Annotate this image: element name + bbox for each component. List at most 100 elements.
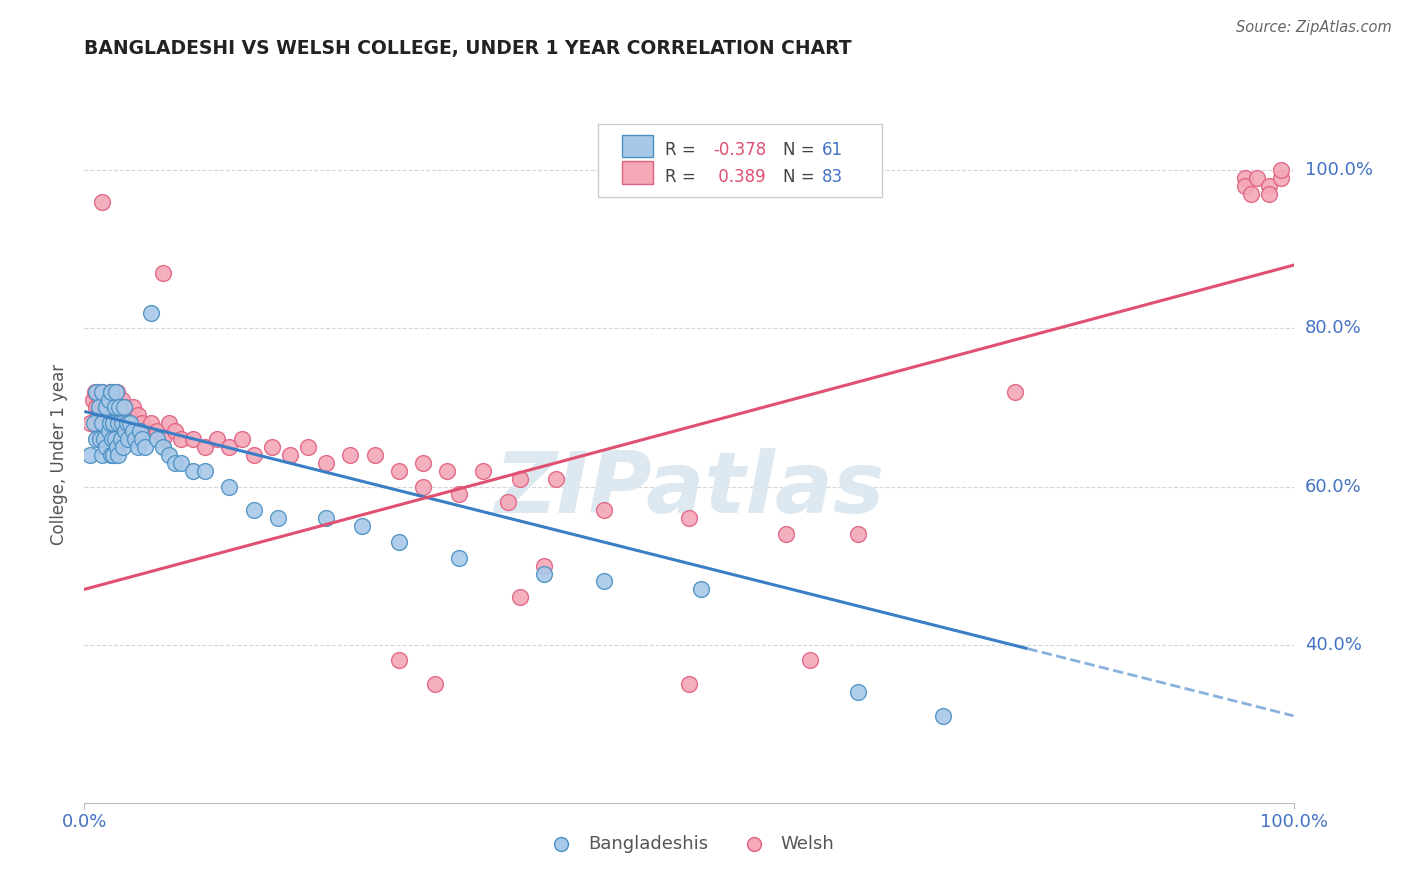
Point	[111, 417, 134, 431]
Point	[242, 503, 264, 517]
Point	[775, 527, 797, 541]
Point	[129, 424, 152, 438]
Point	[218, 440, 240, 454]
Point	[117, 409, 139, 423]
FancyBboxPatch shape	[599, 124, 883, 197]
Point	[799, 653, 821, 667]
Point	[94, 401, 117, 415]
Point	[103, 448, 125, 462]
Point	[114, 424, 136, 438]
Point	[1270, 163, 1292, 178]
Point	[100, 448, 122, 462]
Point	[111, 392, 134, 407]
Point	[533, 566, 555, 581]
Point	[93, 409, 115, 423]
Point	[146, 424, 169, 438]
Point	[96, 392, 118, 407]
Point	[100, 384, 122, 399]
Text: Source: ZipAtlas.com: Source: ZipAtlas.com	[1236, 20, 1392, 35]
Bar	[623, 161, 652, 184]
Point	[678, 677, 700, 691]
Point	[90, 417, 112, 431]
Point	[509, 591, 531, 605]
Point	[352, 519, 374, 533]
Point	[1004, 384, 1026, 399]
Point	[107, 409, 129, 423]
Point	[260, 440, 283, 454]
Point	[129, 424, 152, 438]
Point	[101, 432, 124, 446]
Text: -0.378: -0.378	[713, 141, 766, 159]
Point	[115, 417, 138, 431]
Point	[127, 409, 149, 423]
Point	[105, 440, 128, 454]
Point	[120, 417, 142, 431]
Point	[690, 582, 713, 597]
Point	[267, 511, 290, 525]
Point	[84, 384, 107, 399]
Text: N =: N =	[783, 141, 820, 159]
Legend: Bangladeshis, Welsh: Bangladeshis, Welsh	[536, 828, 842, 860]
Point	[104, 432, 127, 446]
Point	[157, 417, 180, 431]
Point	[87, 401, 110, 415]
Point	[86, 432, 108, 446]
Point	[112, 401, 135, 415]
Point	[86, 409, 108, 423]
Point	[932, 708, 955, 723]
Point	[163, 456, 186, 470]
Point	[82, 392, 104, 407]
Point	[181, 432, 204, 446]
Point	[91, 448, 114, 462]
Point	[1234, 171, 1257, 186]
Point	[98, 384, 121, 399]
Point	[93, 432, 115, 446]
Point	[91, 384, 114, 399]
Point	[108, 401, 131, 415]
Point	[127, 440, 149, 454]
Bar	[623, 135, 652, 157]
Point	[89, 392, 111, 407]
Point	[170, 456, 193, 470]
Point	[152, 266, 174, 280]
Point	[593, 574, 616, 589]
Point	[412, 456, 434, 470]
Point	[194, 440, 217, 454]
Text: 80.0%: 80.0%	[1305, 319, 1361, 337]
Point	[120, 417, 142, 431]
Point	[91, 417, 114, 431]
Point	[117, 432, 139, 446]
Point	[104, 384, 127, 399]
Point	[98, 417, 121, 431]
Point	[107, 417, 129, 431]
Point	[101, 401, 124, 415]
Point	[103, 417, 125, 431]
Point	[207, 432, 229, 446]
Point	[94, 424, 117, 438]
Text: 61: 61	[823, 141, 844, 159]
Point	[170, 432, 193, 446]
Point	[242, 448, 264, 462]
Point	[1270, 171, 1292, 186]
Point	[412, 479, 434, 493]
Point	[91, 194, 114, 209]
Point	[315, 456, 337, 470]
Point	[97, 424, 120, 438]
Point	[114, 401, 136, 415]
Text: 40.0%: 40.0%	[1305, 636, 1361, 654]
Point	[86, 384, 108, 399]
Point	[104, 417, 127, 431]
Point	[108, 401, 131, 415]
Point	[94, 401, 117, 415]
Text: 83: 83	[823, 168, 844, 186]
Point	[79, 448, 101, 462]
Point	[339, 448, 361, 462]
Point	[388, 464, 411, 478]
Point	[131, 432, 153, 446]
Point	[544, 472, 567, 486]
Point	[436, 464, 458, 478]
Text: 0.389: 0.389	[713, 168, 766, 186]
Point	[678, 511, 700, 525]
Point	[134, 440, 156, 454]
Point	[388, 653, 411, 667]
